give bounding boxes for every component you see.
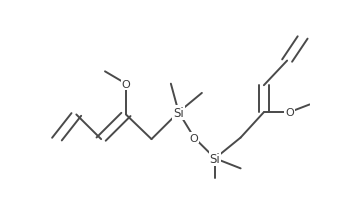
Text: O: O: [121, 79, 130, 89]
Text: Si: Si: [173, 106, 184, 119]
Text: O: O: [190, 133, 198, 143]
Text: O: O: [285, 108, 294, 118]
Text: Si: Si: [210, 152, 221, 165]
